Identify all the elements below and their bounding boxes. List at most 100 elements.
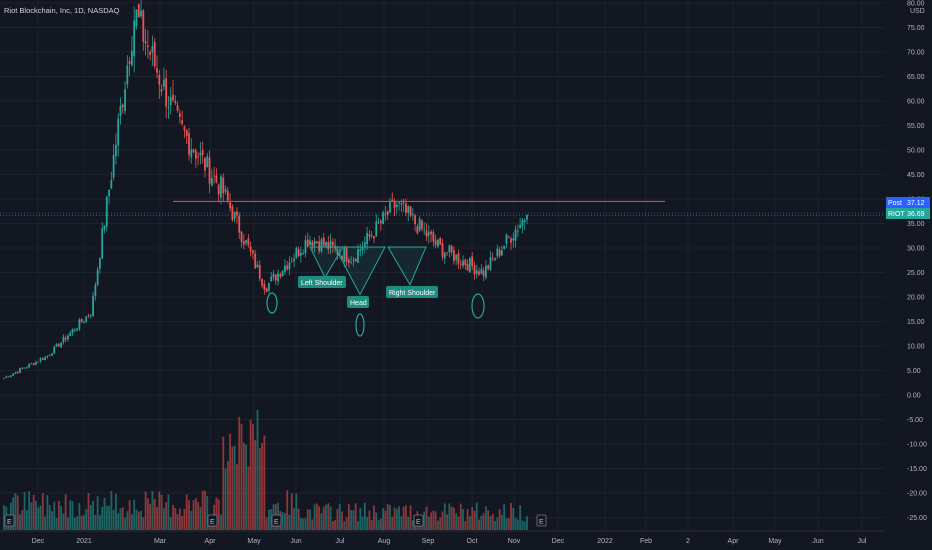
candle-body [507, 236, 510, 238]
volume-bar [329, 506, 332, 530]
volume-bar [69, 500, 72, 530]
price-tick-label: 20.00 [907, 295, 925, 302]
price-tick-label: -25.00 [907, 515, 927, 522]
volume-bar [453, 507, 455, 530]
volume-bar [265, 517, 268, 530]
volume-bar [357, 521, 359, 530]
volume-bar [512, 507, 515, 530]
volume-bar [12, 497, 15, 530]
candle-body [80, 318, 83, 322]
candle-body [407, 206, 410, 213]
volume-bar [162, 508, 165, 530]
candle-body [119, 105, 122, 116]
volume-bar [500, 514, 503, 530]
svg-text:Head: Head [350, 300, 367, 307]
candle-body [484, 265, 487, 278]
candle-body [67, 335, 69, 340]
left-shoulder-label[interactable]: Left Shoulder [298, 276, 346, 288]
volume-bar [233, 445, 236, 530]
grid [0, 0, 885, 530]
candle-body [434, 240, 437, 245]
candle-body [115, 144, 117, 156]
candle-body [455, 254, 458, 261]
candle-body [475, 270, 478, 274]
candle-body [7, 376, 10, 378]
candle-body [416, 226, 419, 234]
candle-body [384, 213, 387, 215]
volume-bar [441, 511, 444, 530]
right-shoulder-label[interactable]: Right Shoulder [386, 286, 438, 298]
candle-body [279, 274, 282, 277]
candle-body [366, 232, 369, 245]
candle-body [500, 250, 503, 256]
volume-bar [149, 503, 152, 530]
volume-bar [39, 505, 42, 530]
candle-body [23, 367, 26, 369]
candles [3, 0, 528, 379]
head-and-shoulders-pattern[interactable] [309, 246, 427, 296]
candle-body [167, 107, 170, 109]
candle-body [21, 367, 24, 369]
candle-body [361, 247, 364, 251]
volume-bar [268, 509, 270, 530]
candle-body [124, 89, 126, 112]
candle-body [482, 270, 485, 276]
candle-body [137, 3, 140, 18]
candle-body [92, 295, 94, 317]
time-tick-label: Sep [422, 538, 435, 545]
volume-bar [366, 517, 369, 530]
candle-body [304, 240, 307, 254]
volume-bar [217, 499, 220, 530]
volume-bar [402, 506, 405, 530]
circle-drawings[interactable] [266, 292, 485, 337]
candle-body [398, 202, 401, 204]
time-tick-label: Aug [378, 538, 391, 545]
volume-bar [245, 444, 247, 530]
volume-bar [270, 509, 273, 530]
volume-bar [256, 409, 259, 530]
candle-body [201, 150, 204, 155]
time-axis[interactable]: Dec 2021 Mar Apr May Jun Jul Aug Sep Oct Nov Dec 202… [0, 530, 885, 545]
candle-body [37, 361, 40, 363]
volume-bar [313, 504, 316, 530]
candle-body [140, 10, 142, 17]
volume-bar [373, 505, 375, 530]
volume-bar [199, 506, 202, 530]
volume-bar [185, 494, 188, 530]
volume-bar [110, 490, 113, 530]
candle-body [231, 206, 234, 221]
candle-body [46, 355, 49, 357]
volume-bar [325, 504, 327, 530]
volume-bar [409, 505, 412, 530]
volume-bar [505, 517, 508, 530]
candle-body [215, 175, 218, 183]
volume-bar [491, 513, 494, 530]
post-tag-value: 37.12 [907, 200, 925, 207]
candle-body [64, 337, 67, 340]
candle-body [464, 259, 467, 266]
candle-body [395, 204, 398, 208]
time-tick-label: Dec [32, 538, 45, 545]
volume-bar [236, 463, 238, 530]
event-marker [271, 514, 282, 527]
volume-bar [222, 436, 225, 530]
volume-bar [302, 518, 305, 530]
candle-body [494, 258, 496, 261]
candle-body [512, 238, 515, 241]
volume-bar [156, 507, 158, 530]
price-tick-label: 0.00 [907, 393, 921, 400]
head-label[interactable]: Head [347, 296, 369, 308]
candle-body [220, 176, 222, 198]
candle-body [5, 376, 8, 378]
volume-bar [320, 513, 323, 530]
event-marker-label: E [274, 519, 279, 526]
volume-bar [67, 517, 69, 530]
candle-body [142, 10, 145, 43]
candle-body [204, 158, 206, 171]
volume-bar [96, 496, 99, 530]
event-marker-label: E [416, 519, 421, 526]
candle-body [496, 248, 499, 257]
candle-body [391, 199, 394, 201]
